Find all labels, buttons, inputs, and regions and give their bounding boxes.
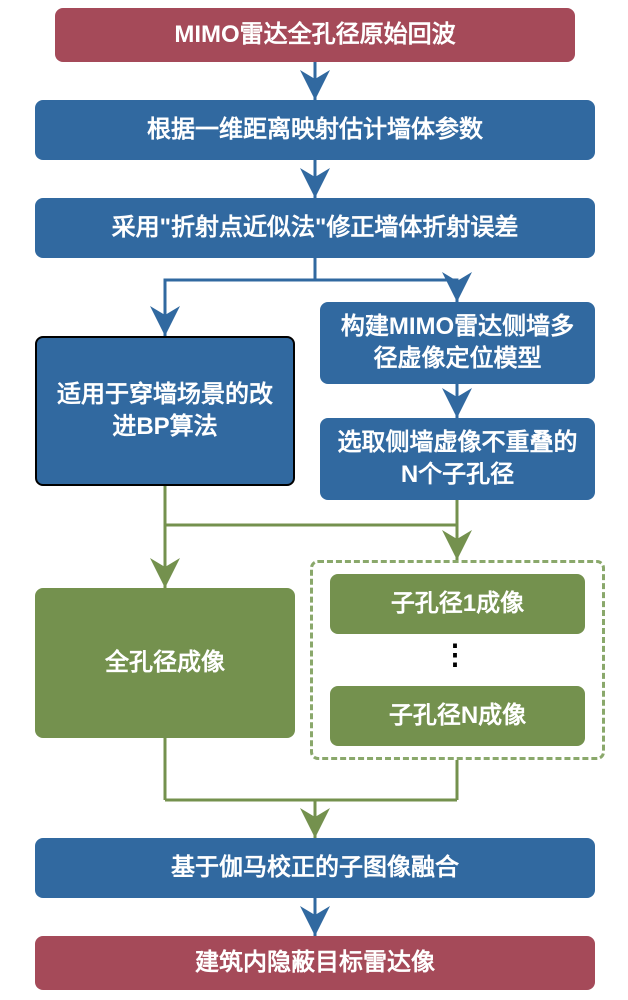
edge-split-n4 xyxy=(165,280,315,336)
node-label-n9: 子孔径N成像 xyxy=(389,700,526,732)
node-label-n11: 建筑内隐蔽目标雷达像 xyxy=(195,947,435,979)
edge-split-n5 xyxy=(315,280,457,302)
node-n11: 建筑内隐蔽目标雷达像 xyxy=(35,936,595,990)
node-n2: 根据一维距离映射估计墙体参数 xyxy=(35,100,595,160)
node-n7: 全孔径成像 xyxy=(35,588,295,738)
node-n8: 子孔径1成像 xyxy=(330,574,585,634)
node-n10: 基于伽马校正的子图像融合 xyxy=(35,838,595,898)
node-label-n5: 构建MIMO雷达侧墙多径虚像定位模型 xyxy=(330,311,585,376)
node-n6: 选取侧墙虚像不重叠的N个子孔径 xyxy=(320,418,595,500)
node-n9: 子孔径N成像 xyxy=(330,686,585,746)
node-label-dots: ⋮ xyxy=(441,636,469,674)
node-n4: 适用于穿墙场景的改进BP算法 xyxy=(35,336,295,486)
node-label-n2: 根据一维距离映射估计墙体参数 xyxy=(147,114,483,146)
node-label-n4: 适用于穿墙场景的改进BP算法 xyxy=(47,379,283,444)
node-label-n8: 子孔径1成像 xyxy=(391,588,524,620)
node-dots: ⋮ xyxy=(440,640,470,670)
node-label-n3: 采用"折射点近似法"修正墙体折射误差 xyxy=(112,212,519,244)
node-label-n1: MIMO雷达全孔径原始回波 xyxy=(174,19,455,51)
node-label-n10: 基于伽马校正的子图像融合 xyxy=(171,852,459,884)
node-label-n7: 全孔径成像 xyxy=(105,647,225,679)
node-n3: 采用"折射点近似法"修正墙体折射误差 xyxy=(35,198,595,258)
node-label-n6: 选取侧墙虚像不重叠的N个子孔径 xyxy=(330,427,585,492)
node-n5: 构建MIMO雷达侧墙多径虚像定位模型 xyxy=(320,302,595,384)
node-n1: MIMO雷达全孔径原始回波 xyxy=(55,8,575,62)
